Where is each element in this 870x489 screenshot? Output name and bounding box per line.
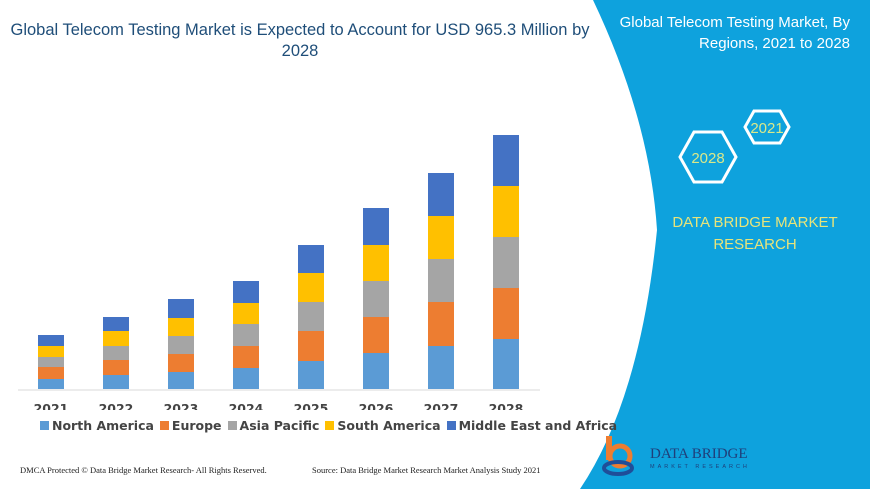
bar-segment-2021-4 (38, 335, 64, 346)
hex-2028-label: 2028 (691, 150, 724, 167)
x-tick-label: 2027 (424, 401, 459, 410)
bar-segment-2025-3 (298, 273, 324, 302)
x-tick-label: 2026 (359, 401, 394, 410)
legend: North America Europe Asia Pacific South Ame… (40, 418, 617, 433)
bar-segment-2022-0 (103, 375, 129, 389)
bar-segment-2025-1 (298, 331, 324, 361)
bar-segment-2024-3 (233, 303, 259, 324)
legend-item: Middle East and Africa (446, 418, 618, 433)
x-tick-label: 2023 (164, 401, 199, 410)
bar-segment-2026-3 (363, 245, 389, 281)
brand-text: DATA BRIDGE MARKET RESEARCH (672, 214, 838, 253)
legend-label: South America (337, 418, 441, 433)
stacked-bar-chart: 2021 2022 2023 2024 2025 2026 2027 2028 (18, 135, 540, 410)
hex-2021-label: 2021 (750, 120, 783, 137)
bar-segment-2025-2 (298, 302, 324, 331)
x-tick-label: 2024 (229, 401, 264, 410)
bar-segment-2024-2 (233, 324, 259, 346)
bar-segment-2025-4 (298, 245, 324, 273)
legend-item: South America (325, 418, 441, 433)
bar-segment-2028-3 (493, 186, 519, 237)
bar-segment-2021-3 (38, 346, 64, 357)
bar-segment-2023-0 (168, 372, 194, 389)
bar-segment-2027-0 (428, 346, 454, 389)
legend-item: North America (40, 418, 154, 433)
bar-segment-2027-2 (428, 259, 454, 302)
bar-segment-2026-0 (363, 353, 389, 389)
legend-item: Asia Pacific (227, 418, 320, 433)
bar-segment-2022-3 (103, 331, 129, 346)
bar-segment-2022-2 (103, 346, 129, 360)
bar-segment-2028-1 (493, 288, 519, 339)
bar-segment-2021-0 (38, 379, 64, 389)
legend-item: Europe (159, 418, 222, 433)
legend-label: Middle East and Africa (458, 418, 618, 433)
bar-segment-2028-0 (493, 339, 519, 389)
svg-text:DATA BRIDGE: DATA BRIDGE (650, 446, 748, 462)
bar-segment-2023-1 (168, 354, 194, 372)
x-tick-label: 2022 (99, 401, 134, 410)
bar-segment-2027-1 (428, 302, 454, 346)
legend-label: Europe (171, 418, 222, 433)
bar-segment-2026-2 (363, 281, 389, 317)
bar-segment-2021-1 (38, 367, 64, 379)
bar-segment-2021-2 (38, 357, 64, 367)
hexagon-2028 (678, 130, 738, 184)
x-tick-label: 2025 (294, 401, 329, 410)
panel-title: Global Telecom Testing Market, By Region… (619, 14, 850, 52)
legend-swatch (325, 421, 335, 430)
bar-segment-2022-4 (103, 317, 129, 331)
x-tick-label: 2028 (489, 401, 524, 410)
footer-copyright: DMCA Protected © Data Bridge Market Rese… (20, 465, 267, 475)
bar-segment-2027-4 (428, 173, 454, 216)
bar-segment-2028-4 (493, 135, 519, 186)
bar-segment-2024-1 (233, 346, 259, 368)
bar-segment-2028-2 (493, 237, 519, 288)
bar-segment-2026-1 (363, 317, 389, 353)
footer-source: Source: Data Bridge Market Research Mark… (312, 465, 541, 475)
legend-swatch (446, 421, 456, 430)
chart-title: Global Telecom Testing Market is Expecte… (10, 21, 590, 60)
hexagon-2021 (743, 109, 791, 145)
svg-text:MARKET RESEARCH: MARKET RESEARCH (650, 464, 750, 470)
bar-segment-2022-1 (103, 360, 129, 375)
bar-segment-2023-2 (168, 336, 194, 354)
legend-swatch (159, 421, 169, 430)
legend-label: North America (52, 418, 154, 433)
bar-segment-2026-4 (363, 208, 389, 245)
bar-segment-2023-3 (168, 318, 194, 336)
legend-swatch (227, 421, 237, 430)
bar-segment-2024-0 (233, 368, 259, 389)
data-bridge-logo: DATA BRIDGE MARKET RESEARCH (602, 436, 750, 476)
legend-swatch (40, 421, 49, 430)
bar-segment-2023-4 (168, 299, 194, 318)
hexagon-graphic: 2021 2028 (678, 109, 791, 184)
bar-segment-2027-3 (428, 216, 454, 259)
legend-label: Asia Pacific (239, 418, 320, 433)
bar-segment-2024-4 (233, 281, 259, 303)
x-tick-label: 2021 (34, 401, 69, 410)
bar-segment-2025-0 (298, 361, 324, 389)
